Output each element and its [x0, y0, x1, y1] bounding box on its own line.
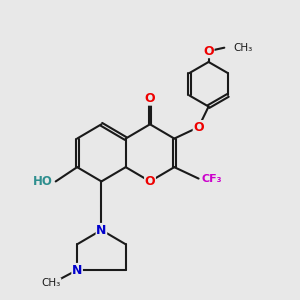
- Text: N: N: [96, 224, 106, 236]
- Text: O: O: [193, 121, 204, 134]
- Text: HO: HO: [32, 175, 52, 188]
- Text: CH₃: CH₃: [233, 43, 252, 53]
- Text: O: O: [145, 92, 155, 105]
- Text: N: N: [72, 263, 82, 277]
- Text: CH₃: CH₃: [42, 278, 61, 288]
- Text: O: O: [203, 45, 214, 58]
- Text: O: O: [145, 175, 155, 188]
- Text: CF₃: CF₃: [201, 174, 222, 184]
